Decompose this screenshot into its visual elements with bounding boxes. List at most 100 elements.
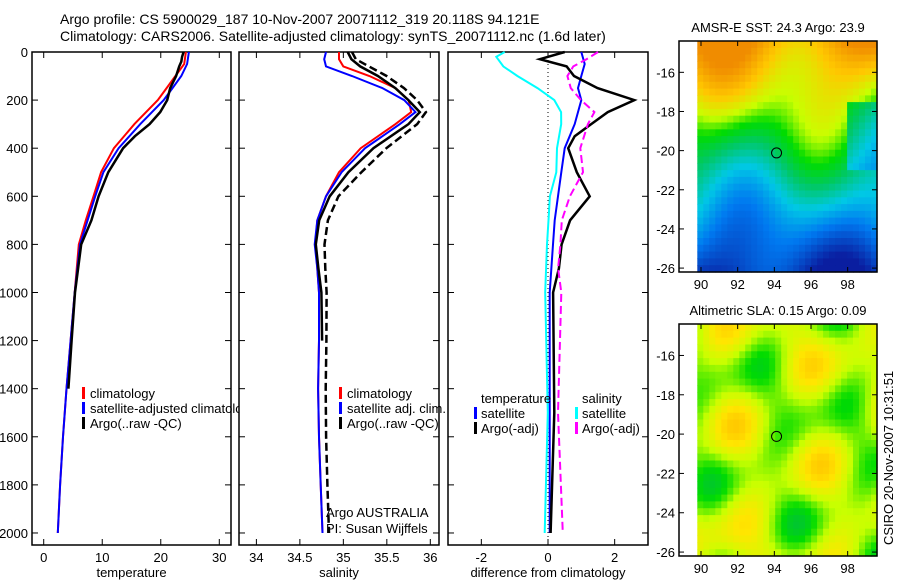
heatmap-cell — [733, 480, 740, 489]
heatmap-cell — [871, 41, 878, 49]
heatmap-cell — [775, 494, 782, 502]
heatmap-cell — [709, 41, 716, 49]
heatmap-cell — [847, 399, 854, 407]
heatmap-cell — [835, 542, 842, 550]
heatmap-cell — [811, 521, 818, 530]
heatmap-cell — [769, 122, 776, 130]
heatmap-cell — [859, 136, 866, 144]
heatmap-cell — [763, 542, 770, 550]
heatmap-cell — [829, 358, 836, 366]
heatmap-cell — [733, 81, 740, 90]
heatmap-cell — [757, 149, 764, 158]
heatmap-cell — [727, 535, 734, 543]
heatmap-cell — [799, 337, 806, 345]
heatmap-cell — [823, 238, 830, 246]
heatmap-cell — [793, 265, 800, 273]
heatmap-cell — [757, 433, 764, 441]
heatmap-cell — [871, 122, 878, 130]
heatmap-cell — [781, 61, 788, 69]
heatmap-cell — [715, 446, 722, 455]
heatmap-cell — [865, 68, 872, 76]
heatmap-cell — [733, 344, 740, 352]
heatmap-cell — [829, 163, 836, 171]
heatmap-cell — [727, 156, 734, 164]
heatmap-cell — [805, 453, 812, 461]
heatmap-cell — [859, 217, 866, 225]
heatmap-cell — [751, 358, 758, 366]
heatmap-cell — [829, 81, 836, 90]
heatmap-cell — [805, 344, 812, 352]
heatmap-cell — [817, 412, 824, 421]
heatmap-cell — [709, 358, 716, 366]
heatmap-cell — [865, 231, 872, 239]
heatmap-cell — [829, 142, 836, 151]
heatmap-cell — [859, 47, 866, 56]
heatmap-cell — [769, 47, 776, 56]
heatmap-cell — [829, 129, 836, 137]
heatmap-cell — [841, 453, 848, 461]
heatmap-cell — [709, 515, 716, 523]
heatmap-cell — [841, 515, 848, 523]
heatmap-cell — [721, 378, 728, 386]
heatmap-cell — [739, 426, 746, 434]
heatmap-cell — [865, 95, 872, 103]
heatmap-cell — [841, 54, 848, 62]
heatmap-cell — [835, 265, 842, 273]
heatmap-cell — [781, 170, 788, 178]
heatmap-cell — [805, 190, 812, 198]
heatmap-cell — [871, 81, 878, 90]
heatmap-cell — [721, 467, 728, 475]
heatmap-cell — [853, 156, 860, 164]
heatmap-cell — [721, 324, 728, 332]
heatmap-cell — [751, 142, 758, 151]
heatmap-cell — [715, 217, 722, 225]
heatmap-cell — [703, 108, 710, 117]
heatmap-cell — [733, 115, 740, 124]
heatmap-cell — [703, 258, 710, 266]
heatmap-cell — [733, 61, 740, 69]
heatmap-cell — [853, 521, 860, 530]
heatmap-cell — [727, 136, 734, 144]
heatmap-cell — [781, 508, 788, 516]
heatmap-cell — [709, 210, 716, 219]
heatmap-cell — [733, 549, 740, 557]
heatmap-cell — [709, 426, 716, 434]
heatmap-cell — [703, 122, 710, 130]
heatmap-cell — [787, 170, 794, 178]
heatmap-cell — [787, 61, 794, 69]
heatmap-cell — [805, 549, 812, 557]
heatmap-cell — [793, 81, 800, 90]
heatmap-cell — [805, 351, 812, 359]
heatmap-cell — [751, 95, 758, 103]
heatmap-cell — [817, 385, 824, 393]
heatmap-cell — [841, 494, 848, 502]
heatmap-cell — [769, 102, 776, 110]
heatmap-cell — [823, 231, 830, 239]
heatmap-cell — [715, 378, 722, 386]
heatmap-cell — [853, 204, 860, 212]
heatmap-cell — [769, 528, 776, 537]
legend-swatch — [82, 387, 85, 399]
heatmap-cell — [787, 364, 794, 373]
heatmap-cell — [865, 426, 872, 434]
heatmap-cell — [859, 224, 866, 232]
y-tick-label: -26 — [656, 261, 675, 276]
heatmap-cell — [853, 494, 860, 502]
heatmap-cell — [847, 371, 854, 380]
heatmap-cell — [787, 265, 794, 273]
heatmap-cell — [853, 115, 860, 124]
y-tick-label: 0 — [21, 45, 28, 60]
heatmap-cell — [841, 508, 848, 516]
heatmap-cell — [769, 197, 776, 205]
heatmap-cell — [811, 501, 818, 509]
heatmap-cell — [835, 521, 842, 530]
heatmap-cell — [781, 440, 788, 448]
heatmap-cell — [823, 392, 830, 400]
heatmap-cell — [769, 238, 776, 246]
heatmap-cell — [757, 122, 764, 130]
heatmap-cell — [817, 224, 824, 232]
heatmap-cell — [835, 453, 842, 461]
heatmap-cell — [757, 47, 764, 56]
heatmap-cell — [757, 163, 764, 171]
x-tick-label: 35.5 — [374, 550, 399, 565]
